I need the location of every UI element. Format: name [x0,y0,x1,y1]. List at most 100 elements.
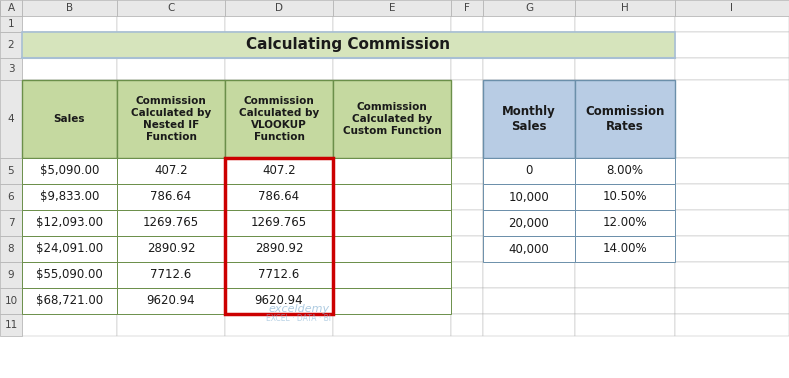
Bar [225,80,333,158]
Text: $9,833.00: $9,833.00 [39,191,99,203]
Bar [333,184,451,210]
Bar [225,314,333,336]
Bar [117,158,225,184]
Bar [451,236,483,262]
Bar [117,288,225,314]
Bar [451,16,483,32]
Text: 4: 4 [8,114,14,124]
Text: $55,090.00: $55,090.00 [36,268,103,282]
Bar [483,16,575,32]
Text: 0: 0 [525,164,533,178]
Bar [333,80,451,158]
Bar [451,32,483,58]
Bar [117,314,225,336]
Text: 3: 3 [8,64,14,74]
Bar [483,236,575,262]
Text: F: F [464,3,470,13]
Bar [675,288,789,314]
Bar [575,32,675,58]
Text: $5,090.00: $5,090.00 [39,164,99,178]
Text: 7: 7 [8,218,14,228]
Bar [483,58,575,80]
Text: 14.00%: 14.00% [603,243,647,256]
Bar [117,210,225,236]
Text: 1269.765: 1269.765 [143,217,199,229]
Bar [333,314,451,336]
Bar [22,80,117,158]
Text: 20,000: 20,000 [509,217,549,229]
Bar [575,236,675,262]
Bar [333,210,451,236]
Bar [575,236,675,262]
Bar [225,16,333,32]
Bar [22,16,117,32]
Bar [22,32,117,58]
Bar [0,314,22,336]
Bar [117,262,225,288]
Text: I: I [731,3,734,13]
Bar [333,262,451,288]
Bar [451,58,483,80]
Text: $68,721.00: $68,721.00 [36,294,103,307]
Bar [675,80,789,158]
Bar [22,184,117,210]
Bar [575,0,675,16]
Bar [483,184,575,210]
Bar [22,288,117,314]
Bar [22,262,117,288]
Bar [0,80,22,158]
Bar [22,0,117,16]
Text: Commission
Rates: Commission Rates [585,105,664,133]
Bar [22,184,117,210]
Bar [117,288,225,314]
Text: 2890.92: 2890.92 [255,243,303,256]
Bar [22,58,117,80]
Bar [483,80,575,158]
Bar [22,32,675,58]
Bar [333,16,451,32]
Text: 11: 11 [5,320,17,330]
Bar [225,58,333,80]
Bar [333,158,451,184]
Text: G: G [525,3,533,13]
Bar [333,288,451,314]
Bar [675,314,789,336]
Text: 786.64: 786.64 [259,191,300,203]
Bar [22,262,117,288]
Text: A: A [7,3,14,13]
Text: C: C [167,3,174,13]
Bar [575,184,675,210]
Text: 6: 6 [8,192,14,202]
Bar [225,184,333,210]
Bar [22,288,117,314]
Bar [575,210,675,236]
Text: 9620.94: 9620.94 [255,294,303,307]
Text: 9620.94: 9620.94 [147,294,196,307]
Bar [117,58,225,80]
Bar [451,210,483,236]
Bar [225,262,333,288]
Bar [117,236,225,262]
Bar [483,80,575,158]
Bar [483,262,575,288]
Bar [225,158,333,184]
Text: 786.64: 786.64 [151,191,192,203]
Text: H: H [621,3,629,13]
Bar [333,184,451,210]
Bar [225,288,333,314]
Bar [675,236,789,262]
Bar [117,210,225,236]
Bar [22,314,117,336]
Text: exceldemy: exceldemy [268,304,330,314]
Bar [117,184,225,210]
Bar [575,80,675,158]
Bar [117,80,225,158]
Bar [451,0,483,16]
Text: Sales: Sales [54,114,85,124]
Bar [22,236,117,262]
Bar [22,210,117,236]
Bar [117,158,225,184]
Bar [675,210,789,236]
Bar [225,32,333,58]
Bar [575,288,675,314]
